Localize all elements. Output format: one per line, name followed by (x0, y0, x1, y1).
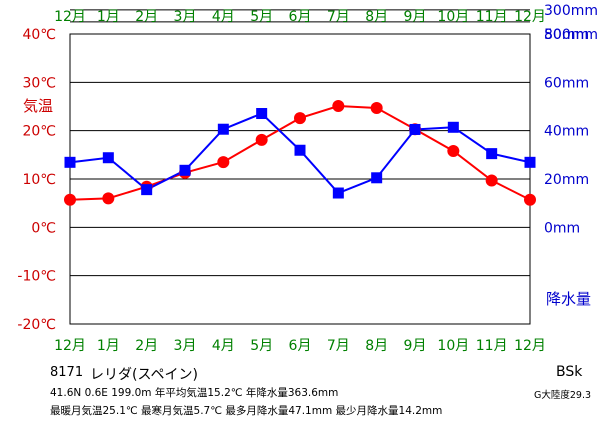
station-info: 8171 レリダ(スペイン) BSk 41.6N 0.6E 199.0m 年平均… (0, 360, 611, 425)
temperature-point (294, 112, 306, 125)
x-tick-label-bottom: 3月 (174, 338, 197, 354)
koppen-class: BSk (556, 364, 583, 380)
x-tick-label-top: 10月 (437, 9, 469, 25)
temperature-point (524, 193, 536, 206)
x-tick-label-bottom: 6月 (289, 338, 312, 354)
y-right-tick-label: 40mm (544, 124, 589, 140)
x-tick-label-top: 5月 (250, 9, 273, 25)
precipitation-point (447, 121, 459, 133)
x-tick-label-bottom: 12月 (514, 338, 546, 354)
y-right-tick-label: 500mm (544, 27, 598, 43)
x-tick-label-bottom: 10月 (437, 338, 469, 354)
precipitation-point (64, 156, 76, 168)
precipitation-point (141, 184, 153, 196)
precipitation-point (371, 172, 383, 184)
y-right-tick-label: 60mm (544, 75, 589, 91)
x-tick-label-bottom: 4月 (212, 338, 235, 354)
plot-frame (69, 33, 531, 325)
x-tick-label-top: 11月 (476, 9, 508, 25)
x-tick-label-top: 12月 (54, 9, 86, 25)
temperature-point (370, 101, 383, 114)
precipitation-point (332, 187, 344, 199)
series-markers (64, 100, 536, 206)
x-tick-label-bottom: 8月 (365, 338, 388, 354)
x-tick-label-top: 8月 (365, 9, 388, 25)
x-tick-label-top: 2月 (135, 9, 158, 25)
x-tick-label-bottom: 11月 (476, 338, 508, 354)
precipitation-point (294, 144, 306, 156)
precipitation-point (179, 164, 191, 176)
x-tick-label-bottom: 1月 (97, 338, 120, 354)
left-axis-label: 気温 (23, 97, 53, 115)
station-name: レリダ(スペイン) (90, 367, 198, 383)
y-right-tick-label: 80mm (544, 27, 589, 43)
temperature-point (102, 192, 115, 205)
y-right-tick-label: 0mm (544, 220, 580, 236)
y-right-tick-label: 20mm (544, 172, 589, 188)
precipitation-point (256, 108, 268, 120)
y-left-tick-label: 40℃ (22, 27, 56, 43)
x-tick-label-top: 1月 (97, 9, 120, 25)
stats-line-2: 最暖月気温25.1℃ 最寒月気温5.7℃ 最多月降水量47.1mm 最少月降水量… (50, 405, 443, 417)
x-tick-label-bottom: 12月 (54, 338, 86, 354)
x-tick-label-bottom: 7月 (327, 338, 350, 354)
y-left-tick-label: 30℃ (22, 75, 56, 91)
x-tick-label-bottom: 2月 (135, 338, 158, 354)
precipitation-point (217, 123, 229, 135)
y-left-tick-label: 20℃ (22, 124, 56, 140)
climate-chart: 12月 12月 1月 1月 2月 2月 3月 3月 4月 4月 5月 5月 6月 6月 7月 7月 8月 8月 9月… (17, 3, 598, 354)
x-tick-label-top: 7月 (327, 9, 350, 25)
y-left-tick-label: -20℃ (17, 317, 56, 333)
y-left-tick-label: 0℃ (31, 220, 56, 236)
precipitation-point (409, 123, 421, 135)
right-axis-label: 降水量 (546, 290, 591, 308)
stats-line-1: 41.6N 0.6E 199.0m 年平均気温15.2℃ 年降水量363.6mm (50, 387, 339, 399)
temperature-point (255, 133, 268, 146)
x-tick-label-top: 4月 (212, 9, 235, 25)
precipitation-point (102, 152, 114, 164)
x-tick-label-top: 12月 (514, 9, 546, 25)
y-right-tick-label: 300mm (544, 3, 598, 19)
x-tick-label-top: 9月 (404, 9, 427, 25)
x-tick-label-bottom: 5月 (250, 338, 273, 354)
tick-labels: 12月 12月 1月 1月 2月 2月 3月 3月 4月 4月 5月 5月 6月 6月 7月 7月 8月 8月 9月… (17, 3, 598, 354)
temperature-point (485, 174, 498, 187)
x-tick-label-top: 3月 (174, 9, 197, 25)
grid (69, 9, 531, 325)
continentality: G大陸度29.3 (534, 390, 592, 401)
precipitation-point (486, 148, 498, 160)
temperature-point (447, 144, 460, 157)
y-left-tick-label: 10℃ (22, 172, 56, 188)
temperature-point (217, 156, 230, 169)
temperature-point (64, 193, 76, 206)
precipitation-point (524, 156, 536, 168)
y-left-tick-label: -10℃ (17, 269, 56, 285)
x-tick-label-bottom: 9月 (404, 338, 427, 354)
x-tick-label-top: 6月 (289, 9, 312, 25)
temperature-point (332, 100, 345, 113)
station-number: 8171 (50, 365, 84, 380)
